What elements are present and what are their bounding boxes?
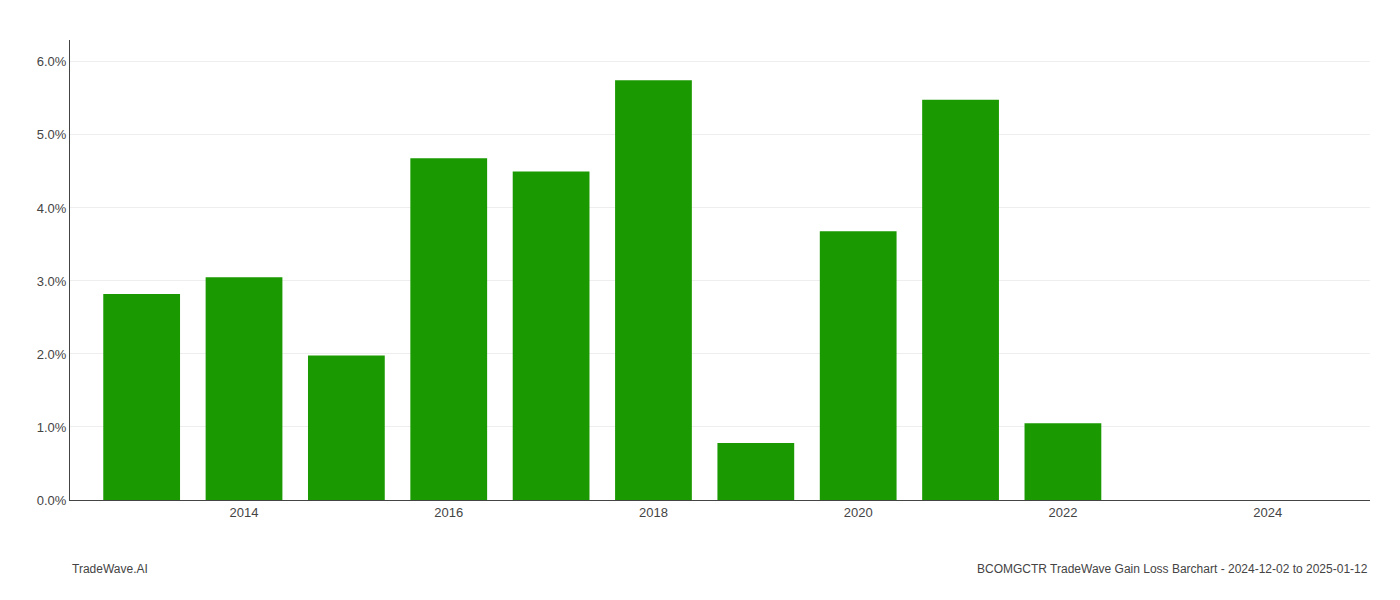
svg-text:TradeWave.AI: TradeWave.AI: [72, 562, 148, 576]
svg-text:BCOMGCTR TradeWave Gain Loss B: BCOMGCTR TradeWave Gain Loss Barchart - …: [977, 562, 1368, 576]
svg-text:2024: 2024: [1253, 505, 1282, 520]
svg-text:2016: 2016: [434, 505, 463, 520]
svg-text:0.0%: 0.0%: [37, 493, 67, 508]
svg-text:2020: 2020: [844, 505, 873, 520]
svg-text:2014: 2014: [230, 505, 259, 520]
svg-text:3.0%: 3.0%: [37, 274, 67, 289]
svg-text:5.0%: 5.0%: [37, 127, 67, 142]
svg-text:4.0%: 4.0%: [37, 200, 67, 215]
svg-text:2018: 2018: [639, 505, 668, 520]
svg-text:6.0%: 6.0%: [37, 54, 67, 69]
svg-text:2022: 2022: [1048, 505, 1077, 520]
svg-text:2.0%: 2.0%: [37, 347, 67, 362]
svg-text:1.0%: 1.0%: [37, 420, 67, 435]
